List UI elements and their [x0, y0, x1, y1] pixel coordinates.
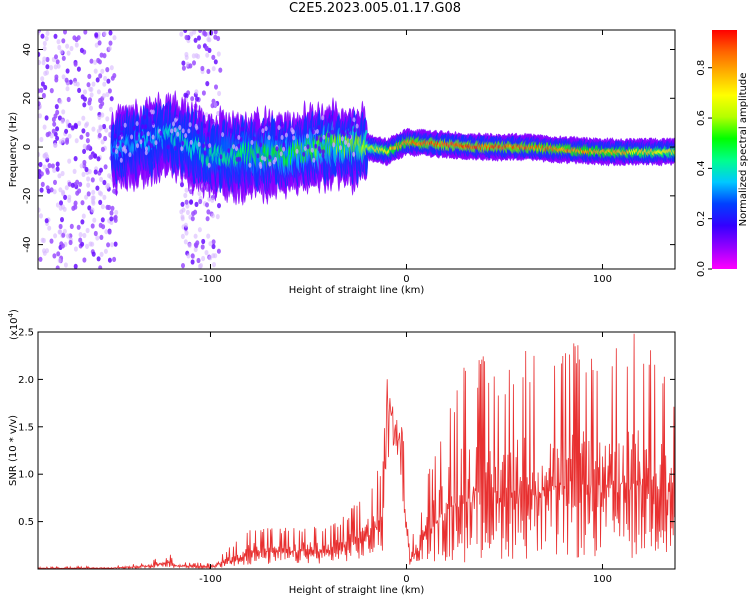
- colorbar-label: Normalized spectral amplitude: [738, 73, 749, 227]
- x-tick-label: 100: [593, 574, 612, 585]
- y-tick-label: -20: [22, 188, 33, 204]
- spectrogram-x-label: Height of straight line (km): [289, 285, 425, 296]
- spectral-ridge: [110, 90, 675, 206]
- y-tick-label: 2.5: [18, 328, 34, 339]
- y-tick-label: 2.0: [18, 375, 34, 386]
- colorbar-tick-label: 0.2: [696, 211, 707, 227]
- colorbar: 0.0 0.2 0.4 0.6 0.8 Normalized spectral ampl…: [696, 30, 749, 277]
- y-tick-label: 0.5: [18, 517, 34, 528]
- colorbar-tick-label: 0.4: [696, 160, 707, 176]
- snr-scale-exponent: 4: [7, 312, 15, 317]
- snr-scale-suffix: ): [9, 309, 20, 313]
- snr-panel: -100 0 100 0.5 1.0 1.5 2.0 2.5 Height of strai…: [7, 309, 676, 596]
- snr-scale-prefix: (x10: [9, 317, 20, 340]
- spectrogram-x-ticks: -100 0 100: [199, 30, 612, 285]
- spectrogram-plot-area: [38, 30, 675, 269]
- snr-scale-label: (x104): [7, 309, 20, 340]
- y-tick-label: 1.0: [18, 470, 34, 481]
- colorbar-tick-label: 0.8: [696, 60, 707, 76]
- spectrogram-frame: [37, 29, 676, 270]
- spectrogram-y-label: Frequency (Hz): [8, 112, 19, 188]
- x-tick-label: 100: [593, 274, 612, 285]
- x-tick-label: 0: [403, 574, 409, 585]
- x-tick-label: -100: [199, 574, 222, 585]
- y-tick-label: 40: [22, 43, 33, 56]
- snr-frame: [37, 331, 676, 570]
- y-tick-label: 1.5: [18, 422, 34, 433]
- snr-y-label: SNR (10 * v/v): [8, 415, 19, 486]
- chart-title: C2E5.2023.005.01.17.G08: [288, 1, 462, 16]
- x-tick-label: 0: [403, 274, 409, 285]
- colorbar-ticks: 0.0 0.2 0.4 0.6 0.8: [696, 60, 712, 277]
- spectrogram-panel: -100 0 100 -40 -20 0 20 40 Height of straight …: [8, 29, 676, 296]
- colorbar-tick-label: 0.0: [696, 261, 707, 277]
- colorbar-scale: [712, 30, 737, 269]
- spectrogram-y-ticks: -40 -20 0 20 40: [22, 43, 675, 253]
- x-tick-label: -100: [199, 274, 222, 285]
- snr-series-line: [38, 333, 675, 569]
- y-tick-label: 20: [22, 92, 33, 105]
- snr-x-label: Height of straight line (km): [289, 585, 425, 596]
- noise-region-0: [38, 30, 119, 269]
- snr-x-ticks: -100 0 100: [199, 332, 612, 585]
- y-tick-label: -40: [22, 236, 33, 252]
- colorbar-tick-label: 0.6: [696, 110, 707, 126]
- y-tick-label: 0: [22, 144, 33, 150]
- snr-plot-area: [38, 333, 675, 569]
- snr-y-ticks: 0.5 1.0 1.5 2.0 2.5: [18, 328, 675, 528]
